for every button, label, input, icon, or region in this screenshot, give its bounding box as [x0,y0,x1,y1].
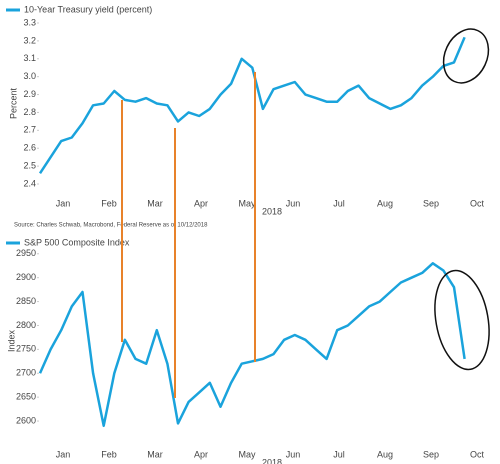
y-tick-label: 2.4 [23,178,36,188]
x-tick-label: Jun [286,198,301,208]
x-tick-label: Feb [101,198,117,208]
source-note: Source: Charles Schwab, Macrobond, Feder… [14,223,208,229]
highlight-ellipse [434,269,490,371]
highlight-ellipse [442,28,490,84]
y-tick-label: 2850 [16,296,36,306]
y-tick-label: 2.8 [23,107,36,117]
x-tick-label: May [238,449,256,459]
legend-label: 10-Year Treasury yield (percent) [24,4,152,14]
x-tick-label: Apr [194,198,208,208]
x-tick-label: Mar [147,449,163,459]
x-tick-label: Sep [423,449,439,459]
line-series [38,262,466,428]
x-tick-label: May [238,198,256,208]
y-tick-label: 2950 [16,248,36,258]
x-axis-label: 2018 [262,206,282,216]
y-tick-label: 2.7 [23,125,36,135]
y-tick-label: 3.3 [23,17,36,27]
x-tick-label: Aug [377,449,393,459]
x-tick-label: Jun [286,449,301,459]
x-tick-label: Feb [101,449,117,459]
y-axis-label: Percent [8,87,18,119]
x-tick-label: Jan [56,198,71,208]
y-tick-label: 2.5 [23,160,36,170]
y-tick-label: 2800 [16,320,36,330]
x-axis-label: 2018 [262,457,282,464]
y-tick-label: 2750 [16,344,36,354]
y-tick-label: 2900 [16,272,36,282]
y-tick-label: 3.0 [23,71,36,81]
line-series [38,36,466,174]
x-tick-label: Jul [333,198,345,208]
x-tick-label: Sep [423,198,439,208]
legend-label: S&P 500 Composite Index [24,237,130,247]
x-tick-label: Aug [377,198,393,208]
y-tick-label: 2.9 [23,89,36,99]
x-tick-label: Oct [470,449,485,459]
x-tick-label: Jul [333,449,345,459]
x-tick-label: Oct [470,198,485,208]
x-tick-label: Jan [56,449,71,459]
x-tick-label: Apr [194,449,208,459]
y-tick-label: 3.1 [23,53,36,63]
y-tick-label: 2600 [16,415,36,425]
y-axis-label: Index [6,329,16,352]
y-tick-label: 2650 [16,392,36,402]
annotations [121,28,490,398]
y-tick-label: 3.2 [23,35,36,45]
y-tick-label: 2700 [16,368,36,378]
y-tick-label: 2.6 [23,143,36,153]
x-tick-label: Mar [147,198,163,208]
